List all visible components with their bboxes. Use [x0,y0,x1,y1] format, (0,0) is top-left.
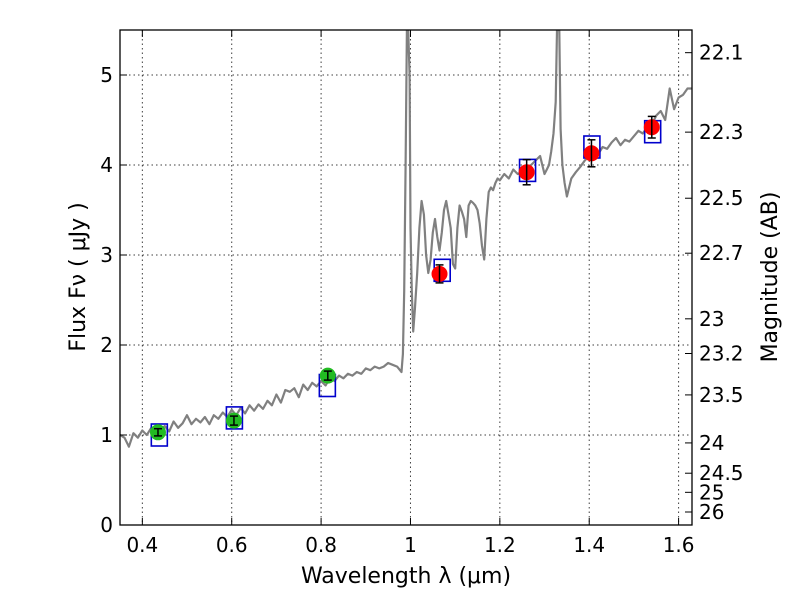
plot-area [120,30,692,448]
right-tick-label: 22.3 [699,120,744,144]
right-tick-label: 23 [699,307,724,331]
y-tick-label: 1 [100,423,113,447]
x-tick-label: 1.2 [484,533,516,557]
x-axis-title: Wavelength λ (μm) [301,564,511,589]
model-box [225,406,244,430]
x-tick-label: 1.4 [573,533,605,557]
right-tick-label: 24.5 [699,461,744,485]
right-tick-label: 23.5 [699,383,744,407]
y-tick-label: 2 [100,333,113,357]
axes: 0.4 0.6 0.8 1 1.2 1.4 1.601234522.122.322.522.… [100,30,744,557]
y-tick-label: 5 [100,63,113,87]
y-tick-label: 3 [100,243,113,267]
x-tick-label: 1.6 [663,533,695,557]
right-tick-label: 22.7 [699,241,744,265]
y-tick-label: 4 [100,153,113,177]
right-tick-label: 25 [699,480,724,504]
spectrum-line [120,30,692,448]
right-tick-label: 22.5 [699,186,744,210]
x-tick-label: 0.8 [305,533,337,557]
right-tick-label: 24 [699,431,724,455]
right-axis-title: Magnitude (AB) [758,192,783,363]
right-tick-label: 26 [699,500,724,524]
y-axis-title: Flux Fν ( μJy ) [66,202,91,351]
x-tick-label: 0.4 [126,533,158,557]
plot-frame [119,29,693,526]
right-tick-label: 23.2 [699,342,744,366]
y-tick-label: 0 [100,513,113,537]
right-tick-label: 22.1 [699,41,744,65]
x-tick-label: 0.6 [216,533,248,557]
x-tick-label: 1 [404,533,417,557]
